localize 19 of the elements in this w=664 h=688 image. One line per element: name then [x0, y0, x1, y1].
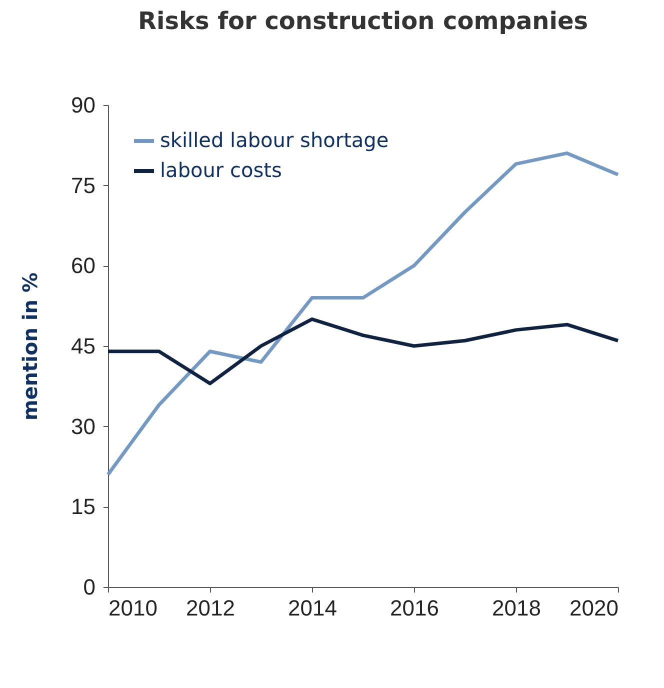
x-tick-label: 2010 [108, 596, 158, 620]
x-tick-label: 2016 [390, 596, 439, 620]
legend-label: labour costs [160, 158, 282, 182]
y-tick-label: 30 [71, 414, 96, 439]
x-tick-label: 2012 [186, 596, 235, 620]
x-tick-label: 2020 [570, 596, 618, 620]
y-tick-label: 45 [71, 334, 96, 358]
chart-title: Risks for construction companies [138, 7, 588, 35]
y-tick-label: 90 [71, 92, 96, 118]
legend-label: skilled labour shortage [160, 128, 389, 152]
y-tick-label: 0 [83, 574, 96, 600]
y-tick-label: 15 [71, 494, 96, 520]
y-tick-label: 60 [71, 253, 96, 278]
y-axis-title: mention in % [18, 272, 42, 421]
x-tick-label: 2018 [492, 596, 541, 620]
line-series [106, 317, 620, 386]
y-tick-label: 75 [71, 172, 96, 198]
x-tick-label: 2014 [288, 596, 337, 620]
line-series [106, 151, 620, 476]
